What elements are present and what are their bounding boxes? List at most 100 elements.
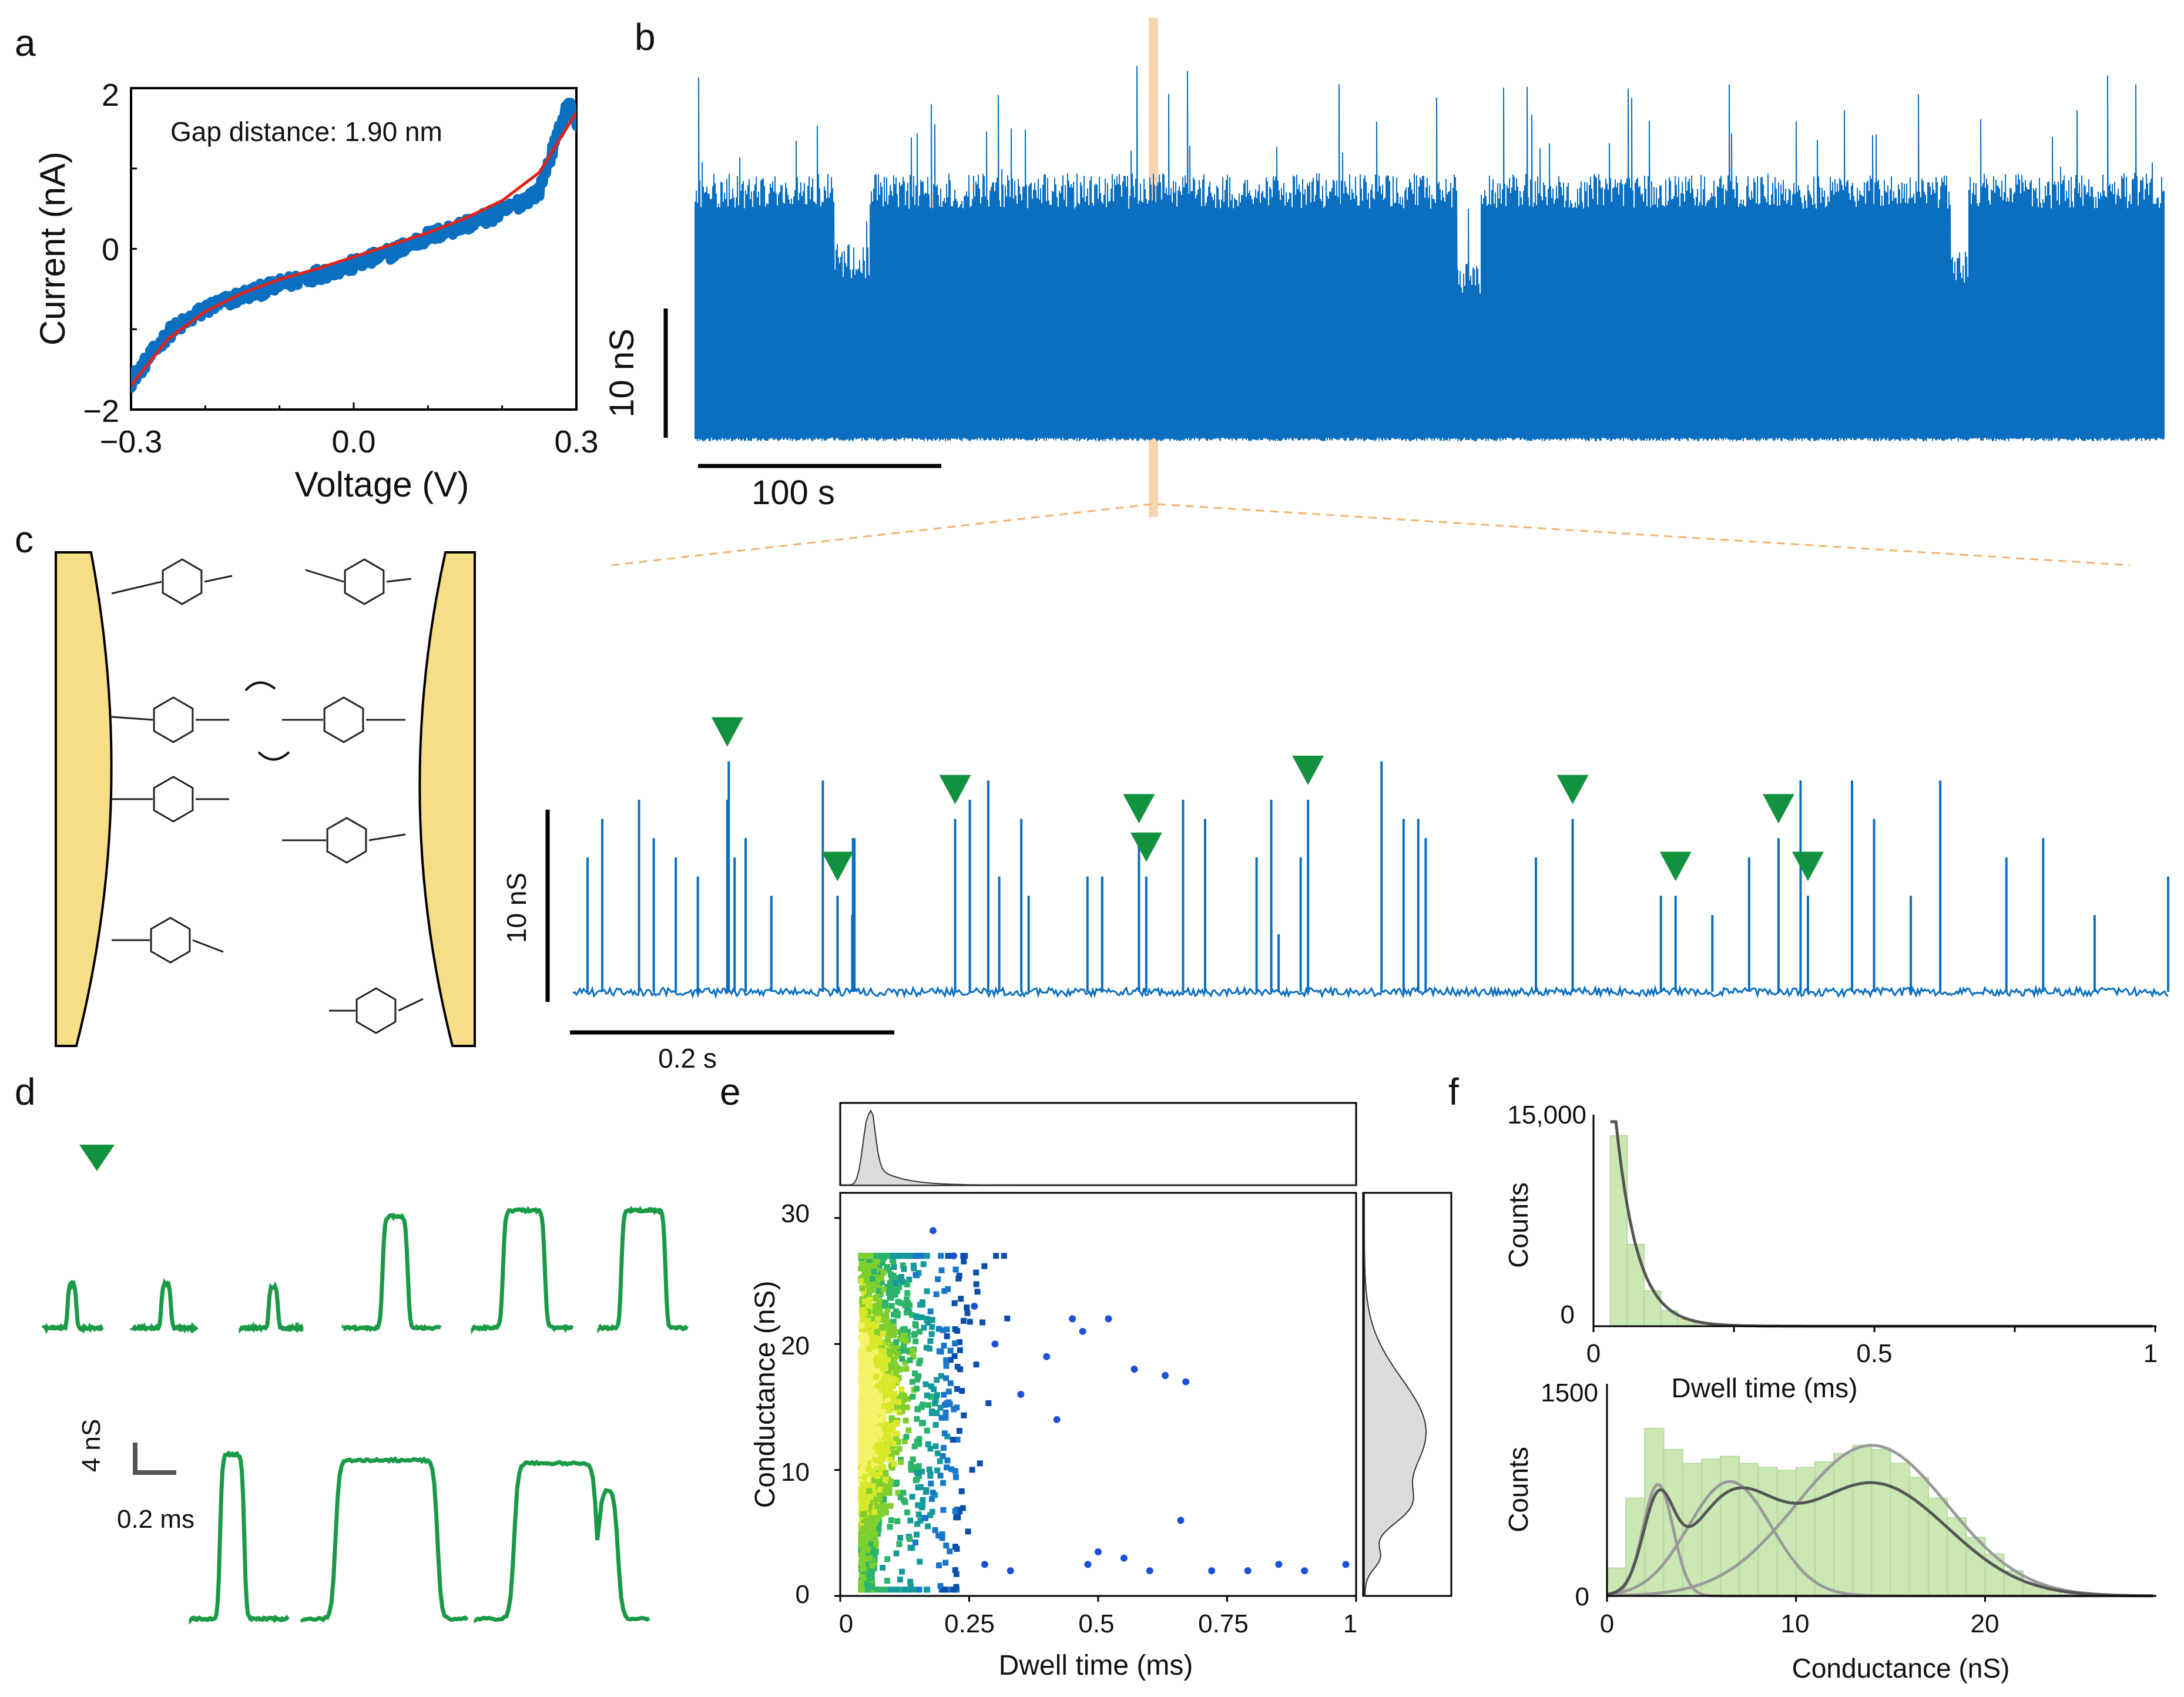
density-cell (964, 1310, 971, 1316)
density-cell (969, 1467, 975, 1473)
density-cell (874, 1329, 880, 1335)
density-cell (940, 1507, 947, 1513)
density-cell (867, 1287, 874, 1293)
density-cell (871, 1268, 877, 1275)
density-cell (944, 1464, 950, 1471)
density-cell (952, 1468, 958, 1474)
density-cell (947, 1357, 954, 1363)
density-cell (860, 1377, 866, 1384)
density-cell (868, 1537, 875, 1543)
density-cell (880, 1330, 886, 1337)
density-cell (887, 1423, 893, 1429)
density-cell (895, 1438, 901, 1445)
density-cell (859, 1558, 865, 1565)
density-cell (883, 1421, 890, 1428)
density-cell (880, 1565, 886, 1571)
density-cell (891, 1312, 897, 1318)
density-cell (947, 1380, 954, 1387)
density-cell (864, 1266, 871, 1273)
density-cell (934, 1410, 940, 1417)
density-cell (874, 1471, 881, 1478)
density-cell (914, 1376, 921, 1383)
density-cell (875, 1531, 881, 1537)
density-cell (887, 1402, 893, 1408)
density-cell (903, 1417, 909, 1424)
density-cell (867, 1575, 873, 1582)
density-cell (908, 1461, 914, 1467)
density-cell (867, 1500, 873, 1507)
proton-transfer-arrow-top (244, 681, 276, 692)
density-cell (872, 1418, 878, 1425)
density-cell (881, 1496, 887, 1503)
density-cell (896, 1541, 903, 1547)
density-cell (871, 1324, 877, 1331)
density-cell (870, 1276, 876, 1282)
density-cell (898, 1274, 905, 1280)
density-cell (960, 1253, 967, 1259)
density-cell (858, 1444, 864, 1450)
density-cell (865, 1446, 871, 1453)
density-cell (920, 1302, 926, 1308)
density-cell (881, 1503, 888, 1510)
density-cell (937, 1473, 944, 1479)
density-cell (858, 1253, 864, 1259)
density-cell (924, 1288, 930, 1294)
density-cell (927, 1473, 934, 1479)
density-cell (891, 1329, 898, 1335)
density-cell (876, 1298, 883, 1304)
outlier-point (1084, 1561, 1092, 1568)
density-cell (899, 1356, 905, 1362)
density-cell (878, 1399, 885, 1406)
density-cell (866, 1379, 873, 1386)
density-cell (891, 1288, 897, 1294)
density-cell (899, 1278, 905, 1285)
density-cell (864, 1456, 870, 1463)
density-cell (869, 1364, 875, 1370)
density-cell (867, 1354, 873, 1361)
density-cell (914, 1476, 920, 1483)
density-cell (889, 1417, 895, 1423)
long-trace-x-scale-label: 100 s (752, 474, 835, 512)
single-peak-event (42, 1279, 104, 1334)
dwell-hist-y-tick-0: 0 (1561, 1300, 1575, 1329)
density-cell (915, 1406, 921, 1413)
conductance-hist-bar (1908, 1477, 1929, 1597)
events-scale-bar (133, 1443, 176, 1475)
outlier-point (1162, 1371, 1169, 1379)
example-events: 4 nS 0.2 ms (42, 1145, 689, 1625)
density-cell (884, 1284, 891, 1290)
density-cell (862, 1556, 868, 1562)
density-cell (941, 1343, 947, 1349)
density-cell (943, 1542, 950, 1549)
density-cell (871, 1261, 878, 1267)
density-cell (894, 1587, 900, 1593)
density-cell (866, 1521, 873, 1528)
density-cell (872, 1340, 878, 1347)
density-cell (926, 1466, 932, 1473)
density-cell (917, 1558, 923, 1565)
density-cell (881, 1379, 888, 1386)
density-cell (934, 1377, 940, 1383)
conductance-hist-bar (1871, 1448, 1891, 1597)
conductance-hist-x-tick-1: 10 (1781, 1609, 1810, 1638)
density-cell (993, 1253, 999, 1259)
iv-y-label: Current (nA) (33, 152, 72, 346)
conductance-hist-x-tick-2: 20 (1971, 1609, 2000, 1638)
density-cell (950, 1437, 956, 1443)
density-cell (914, 1416, 920, 1422)
density-cell (874, 1384, 881, 1390)
density-cell (878, 1257, 885, 1264)
density-cell (860, 1450, 866, 1457)
density-cell (905, 1587, 911, 1593)
density-cell (951, 1300, 958, 1306)
density-cell (909, 1379, 915, 1385)
outlier-point (1120, 1554, 1128, 1562)
density-cell (911, 1265, 917, 1272)
density-cell (864, 1498, 870, 1505)
density-cell (920, 1502, 926, 1508)
density-cell (884, 1431, 890, 1438)
dwell-hist-x-tick-1: 0.5 (1856, 1339, 1892, 1368)
density-cell (914, 1531, 920, 1538)
density-cell (870, 1405, 877, 1411)
